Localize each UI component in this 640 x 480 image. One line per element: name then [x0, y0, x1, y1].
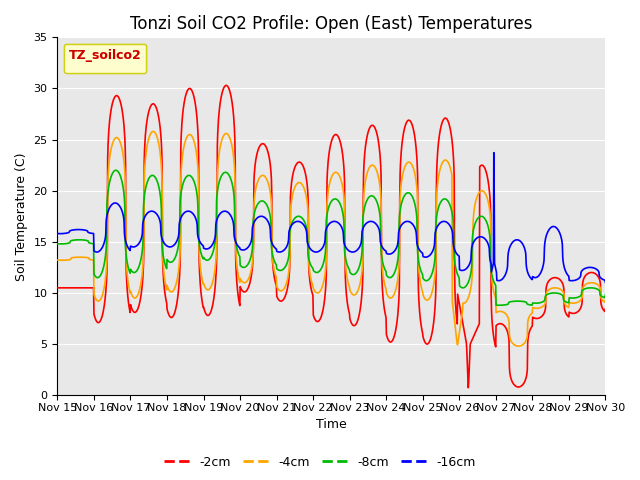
- Y-axis label: Soil Temperature (C): Soil Temperature (C): [15, 152, 28, 280]
- Title: Tonzi Soil CO2 Profile: Open (East) Temperatures: Tonzi Soil CO2 Profile: Open (East) Temp…: [130, 15, 532, 33]
- X-axis label: Time: Time: [316, 419, 347, 432]
- Legend: -2cm, -4cm, -8cm, -16cm: -2cm, -4cm, -8cm, -16cm: [159, 451, 481, 474]
- Legend: : [63, 44, 147, 73]
